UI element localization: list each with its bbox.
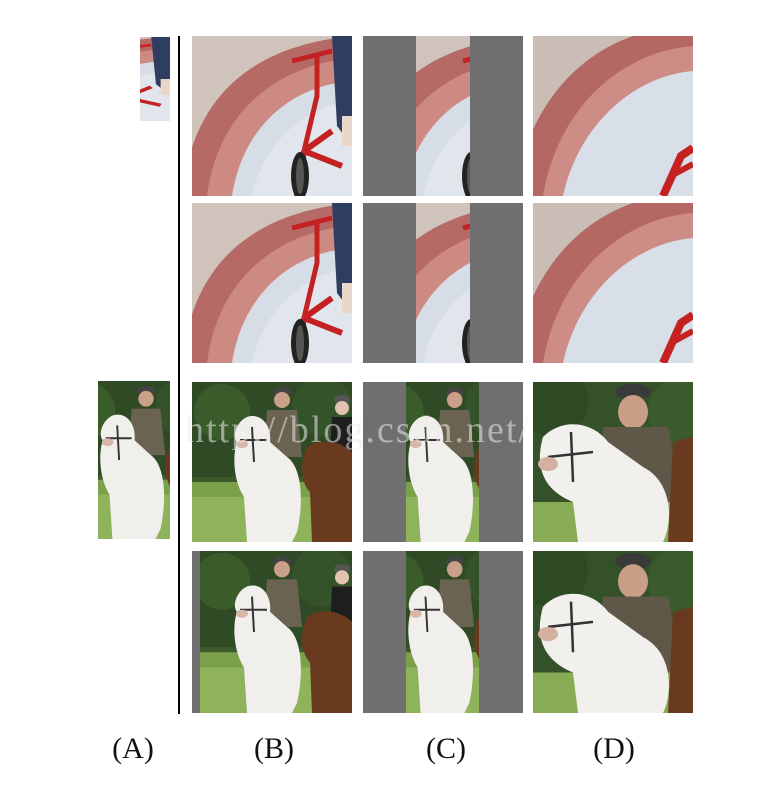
column-d-horse-row4	[533, 551, 693, 713]
column-d-horse-row3	[533, 382, 693, 542]
vertical-divider	[178, 36, 180, 714]
label-column-a: (A)	[112, 732, 154, 765]
column-b-bike-row1	[192, 36, 352, 196]
label-column-d: (D)	[593, 732, 635, 765]
column-c-horse-row4	[363, 551, 523, 713]
label-column-c: (C)	[426, 732, 466, 765]
column-c-bike-row2	[363, 203, 523, 363]
column-b-bike-row2	[192, 203, 352, 363]
column-b-horse-row4	[192, 551, 352, 713]
watermark-text: http://blog.csdn.net/	[185, 409, 531, 451]
column-c-bike-row1	[363, 36, 523, 196]
label-column-b: (B)	[254, 732, 294, 765]
column-d-bike-row1	[533, 36, 693, 196]
column-a-horse-thumbnail	[98, 381, 170, 539]
column-c-horse-row3	[363, 382, 523, 542]
column-b-horse-row3	[192, 382, 352, 542]
column-d-bike-row2	[533, 203, 693, 363]
edge-padding-strip	[192, 551, 200, 713]
column-a-bike-thumbnail	[140, 37, 170, 121]
